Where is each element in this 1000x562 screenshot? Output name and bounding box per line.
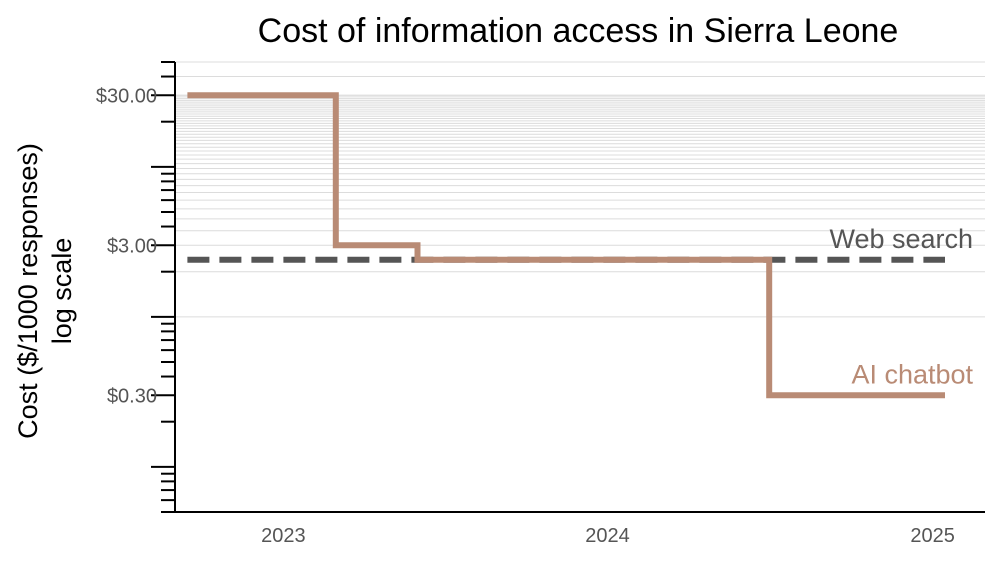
x-tick-label: 2023 bbox=[261, 525, 306, 547]
ai-chatbot-label: AI chatbot bbox=[851, 359, 973, 389]
y-tick-label: $0.30 bbox=[107, 385, 157, 407]
chart-title: Cost of information access in Sierra Leo… bbox=[258, 12, 899, 50]
y-tick-label: $3.00 bbox=[107, 235, 157, 257]
ai-chatbot-line bbox=[187, 92, 945, 399]
y-axis-label-line2: log scale bbox=[47, 238, 77, 345]
y-axis-label-line1: Cost ($/1000 responses) bbox=[13, 143, 43, 439]
grid-lines bbox=[175, 61, 985, 318]
series-layer: Web search AI chatbot bbox=[187, 92, 974, 399]
y-tick-label: $30.00 bbox=[96, 85, 157, 107]
y-axis: $30.00 $3.00 $0.30 bbox=[96, 61, 176, 513]
x-tick-label: 2024 bbox=[585, 525, 630, 547]
web-search-label: Web search bbox=[829, 224, 973, 254]
x-axis: 2023 2024 2025 bbox=[175, 511, 985, 547]
x-tick-label: 2025 bbox=[910, 525, 955, 547]
